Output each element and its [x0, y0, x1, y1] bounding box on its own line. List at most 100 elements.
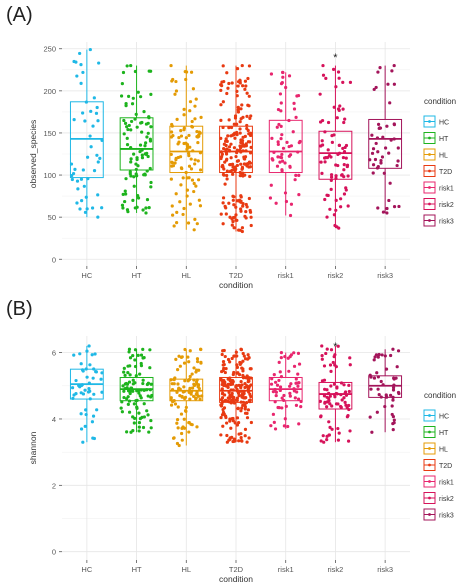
data-point-risk2 — [342, 150, 347, 154]
data-point-risk2 — [328, 402, 332, 406]
data-point-HT — [136, 194, 140, 198]
data-point-risk2 — [341, 146, 345, 151]
legend-label: HT — [439, 430, 449, 437]
data-point-HT — [148, 166, 152, 171]
data-point-HL — [171, 77, 175, 82]
data-point-HC — [92, 169, 97, 173]
data-point-HL — [188, 109, 192, 113]
data-point-T2D — [241, 204, 245, 208]
data-point-risk3 — [376, 355, 380, 359]
data-point-HC — [98, 156, 102, 160]
data-point-risk2 — [326, 148, 330, 152]
data-point-HL — [178, 364, 182, 368]
data-point-HL — [185, 188, 190, 192]
data-point-HT — [146, 381, 151, 385]
data-point-HT — [145, 135, 149, 139]
data-point-T2D — [221, 368, 225, 373]
data-point-risk2 — [318, 92, 322, 96]
data-point-HT — [145, 198, 150, 202]
data-point-T2D — [243, 407, 247, 411]
data-point-T2D — [221, 201, 225, 205]
data-point-risk1 — [298, 139, 302, 144]
data-point-HC — [88, 397, 92, 401]
data-point-HT — [131, 198, 135, 202]
data-point-risk1 — [282, 393, 286, 398]
data-point-risk2 — [347, 389, 351, 394]
data-point-HT — [135, 205, 139, 209]
data-point-HT — [122, 366, 126, 370]
data-point-HL — [169, 378, 173, 382]
data-point-HL — [193, 217, 197, 221]
data-point-T2D — [221, 222, 225, 226]
data-point-T2D — [239, 194, 243, 198]
data-point-risk2 — [323, 197, 327, 202]
data-point-HT — [149, 426, 153, 430]
data-point-risk3 — [397, 391, 401, 396]
data-point-risk1 — [273, 380, 278, 384]
legend-key-point — [428, 430, 431, 434]
data-point-risk1 — [273, 400, 277, 404]
data-point-HT — [127, 410, 132, 414]
data-point-risk2 — [341, 80, 345, 84]
data-point-HT — [148, 137, 152, 141]
data-point-T2D — [223, 354, 227, 359]
data-point-risk2 — [342, 192, 347, 196]
data-point-HL — [171, 436, 176, 440]
x-axis-label: condition — [219, 280, 253, 290]
data-point-T2D — [242, 155, 246, 159]
data-point-HL — [173, 92, 177, 96]
data-point-risk3 — [376, 206, 380, 210]
data-point-HL — [169, 130, 174, 134]
box-T2D — [219, 347, 253, 444]
data-point-HT — [143, 173, 147, 177]
data-point-risk3 — [396, 159, 400, 163]
data-point-HL — [179, 355, 184, 360]
box-risk3 — [368, 347, 403, 434]
data-point-HT — [122, 395, 126, 400]
data-point-HT — [120, 81, 124, 86]
data-point-risk1 — [271, 390, 275, 394]
data-point-HT — [132, 402, 136, 406]
data-point-risk2 — [320, 379, 325, 383]
x-tick-label: HL — [181, 271, 191, 280]
data-point-HL — [182, 389, 187, 394]
data-point-HL — [169, 403, 174, 407]
data-point-risk1 — [297, 397, 301, 401]
data-point-T2D — [243, 79, 248, 83]
data-point-risk3 — [380, 155, 385, 159]
box-plot-shannon: 0 2 4 6 shannon * HC HT HL T2D risk1 risk2 risk3 cond… — [28, 336, 456, 584]
y-axis-label: observed_species — [28, 120, 38, 189]
data-point-T2D — [230, 391, 234, 396]
data-point-risk2 — [343, 117, 347, 121]
data-point-HL — [169, 135, 174, 139]
data-point-HT — [123, 373, 127, 377]
data-point-T2D — [231, 416, 235, 421]
data-point-risk3 — [389, 353, 393, 358]
data-point-T2D — [246, 377, 250, 381]
data-point-HL — [179, 166, 184, 170]
data-point-HC — [70, 173, 74, 178]
data-point-risk1 — [284, 199, 289, 204]
data-point-HL — [195, 357, 200, 361]
data-point-T2D — [225, 169, 229, 173]
data-point-T2D — [229, 125, 234, 130]
data-point-T2D — [246, 387, 250, 392]
data-point-T2D — [225, 433, 229, 438]
data-point-HT — [119, 406, 123, 410]
data-point-risk2 — [341, 155, 346, 160]
data-point-HT — [134, 167, 138, 172]
data-point-risk2 — [338, 404, 343, 409]
data-point-HT — [132, 421, 136, 425]
data-point-risk1 — [279, 137, 283, 141]
y-tick-label: 50 — [48, 213, 56, 222]
data-point-risk1 — [287, 118, 291, 123]
data-point-risk3 — [386, 82, 390, 86]
data-point-HL — [187, 389, 192, 393]
data-point-HL — [173, 161, 177, 165]
data-point-HL — [170, 160, 174, 164]
data-point-T2D — [235, 148, 239, 152]
data-point-HL — [184, 405, 188, 410]
data-point-HT — [141, 381, 145, 386]
data-point-T2D — [220, 396, 225, 400]
data-point-HL — [190, 178, 195, 182]
